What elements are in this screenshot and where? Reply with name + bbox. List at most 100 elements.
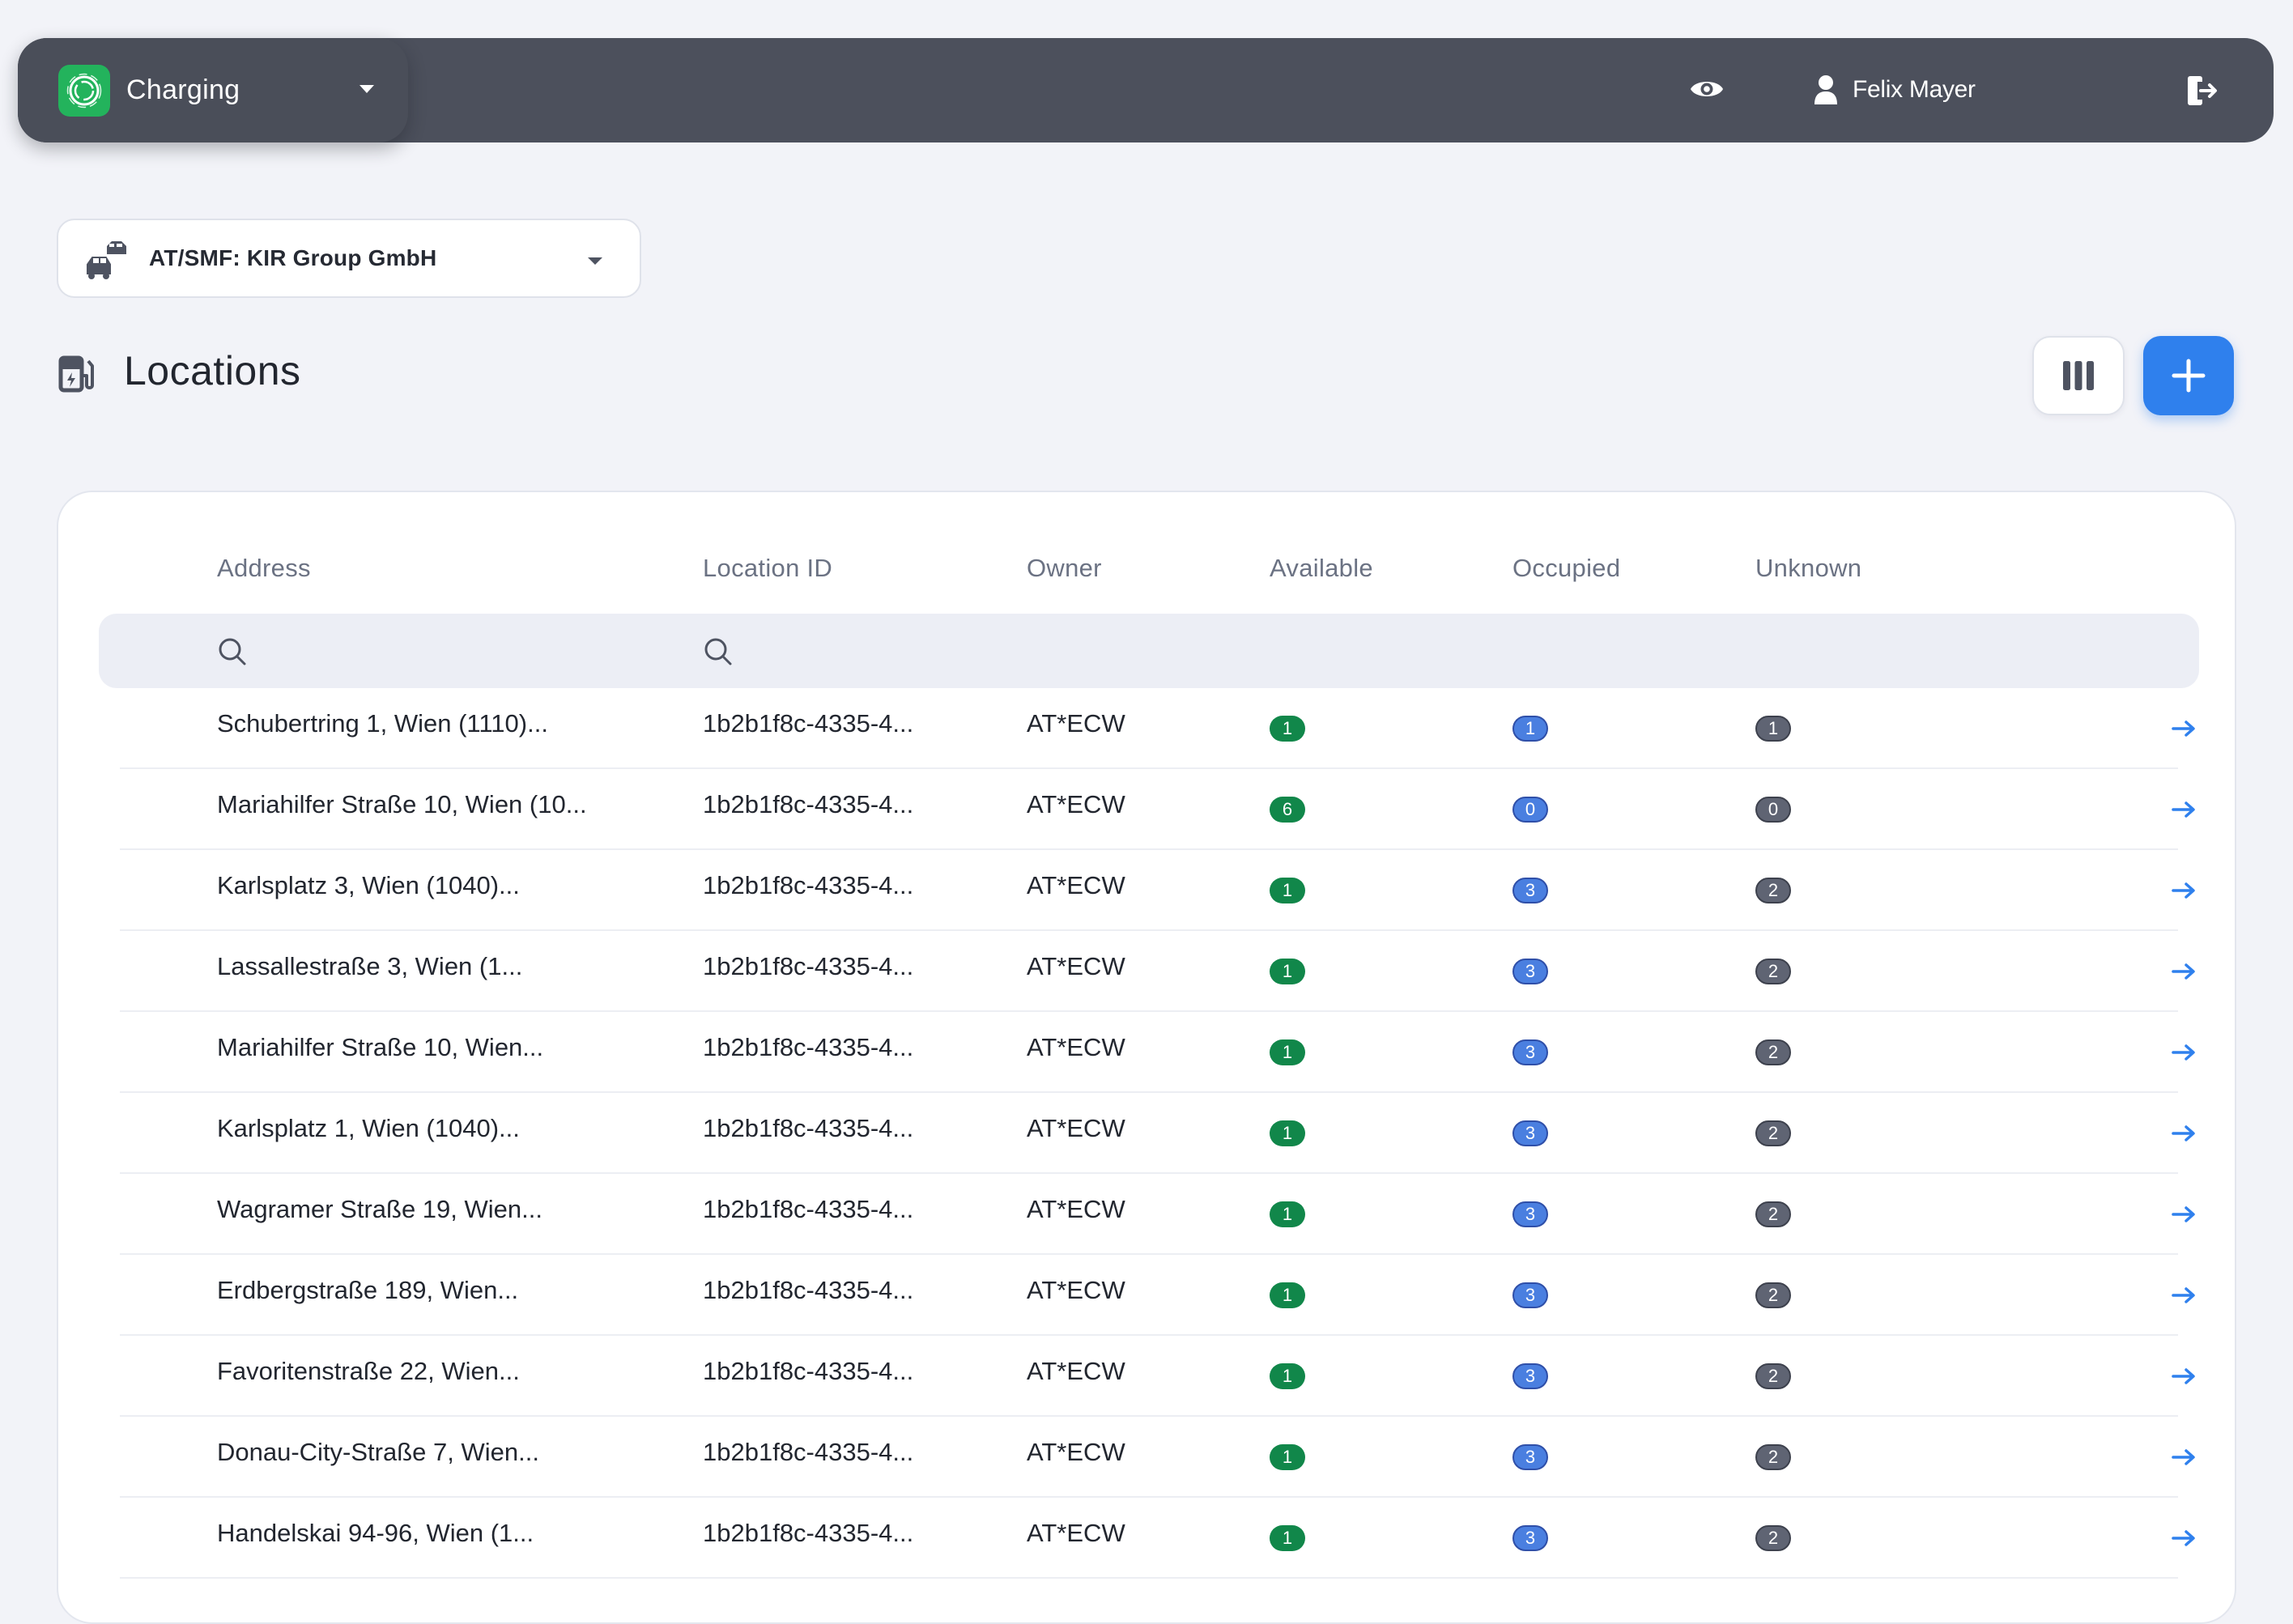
column-header-address[interactable]: Address	[217, 554, 311, 582]
plus-icon	[2172, 359, 2206, 393]
owner-cell: AT*ECW	[1027, 871, 1125, 899]
arrow-right-icon[interactable]	[2172, 800, 2197, 823]
location-id-cell: 1b2b1f8c-4335-4...	[703, 1438, 914, 1466]
unknown-badge: 2	[1755, 1120, 1791, 1146]
occupied-badge: 1	[1512, 716, 1548, 742]
table-row[interactable]: Schubertring 1, Wien (1110)... 1b2b1f8c-4…	[120, 688, 2195, 769]
add-location-button[interactable]	[2143, 336, 2234, 415]
available-badge: 1	[1270, 1525, 1305, 1551]
location-id-cell: 1b2b1f8c-4335-4...	[703, 952, 914, 980]
arrow-right-icon[interactable]	[2172, 962, 2197, 985]
address-cell: Donau-City-Straße 7, Wien...	[217, 1438, 539, 1466]
arrow-right-icon[interactable]	[2172, 719, 2197, 742]
cars-icon	[85, 241, 126, 279]
locations-table: Address Location ID Owner Available Occu…	[57, 491, 2236, 1624]
address-cell: Mariahilfer Straße 10, Wien...	[217, 1033, 544, 1061]
location-id-cell: 1b2b1f8c-4335-4...	[703, 1114, 914, 1142]
logout-icon[interactable]	[2185, 74, 2219, 108]
table-row[interactable]: Erdbergstraße 189, Wien... 1b2b1f8c-4335-…	[120, 1255, 2195, 1336]
column-header-occupied[interactable]: Occupied	[1512, 554, 1621, 582]
available-badge: 1	[1270, 1444, 1305, 1470]
occupied-badge: 0	[1512, 797, 1548, 823]
table-row[interactable]: Karlsplatz 1, Wien (1040)... 1b2b1f8c-433…	[120, 1093, 2195, 1174]
owner-cell: AT*ECW	[1027, 952, 1125, 980]
occupied-badge: 3	[1512, 1201, 1548, 1227]
filter-row	[99, 614, 2199, 688]
table-row[interactable]: Donau-City-Straße 7, Wien... 1b2b1f8c-433…	[120, 1417, 2195, 1498]
address-cell: Karlsplatz 1, Wien (1040)...	[217, 1114, 520, 1142]
search-icon[interactable]	[217, 636, 248, 667]
occupied-badge: 3	[1512, 1525, 1548, 1551]
available-badge: 1	[1270, 1120, 1305, 1146]
organization-label: AT/SMF: KIR Group GmbH	[149, 245, 437, 270]
available-badge: 6	[1270, 797, 1305, 823]
occupied-badge: 3	[1512, 959, 1548, 984]
location-id-cell: 1b2b1f8c-4335-4...	[703, 871, 914, 899]
organization-selector[interactable]: AT/SMF: KIR Group GmbH	[57, 219, 641, 298]
location-id-cell: 1b2b1f8c-4335-4...	[703, 1195, 914, 1223]
arrow-right-icon[interactable]	[2172, 1124, 2197, 1147]
owner-cell: AT*ECW	[1027, 1276, 1125, 1304]
chevron-down-icon	[359, 85, 374, 93]
owner-cell: AT*ECW	[1027, 1114, 1125, 1142]
address-cell: Mariahilfer Straße 10, Wien (10...	[217, 790, 587, 818]
location-id-cell: 1b2b1f8c-4335-4...	[703, 790, 914, 818]
occupied-badge: 3	[1512, 1282, 1548, 1308]
arrow-right-icon[interactable]	[2172, 1367, 2197, 1390]
unknown-badge: 0	[1755, 797, 1791, 823]
table-row[interactable]: Mariahilfer Straße 10, Wien (10... 1b2b1f…	[120, 769, 2195, 850]
unknown-badge: 2	[1755, 1444, 1791, 1470]
arrow-right-icon[interactable]	[2172, 1448, 2197, 1471]
table-row[interactable]: Karlsplatz 3, Wien (1040)... 1b2b1f8c-433…	[120, 850, 2195, 931]
occupied-badge: 3	[1512, 1039, 1548, 1065]
address-cell: Wagramer Straße 19, Wien...	[217, 1195, 542, 1223]
columns-icon	[2063, 361, 2094, 390]
owner-cell: AT*ECW	[1027, 1438, 1125, 1466]
available-badge: 1	[1270, 959, 1305, 984]
available-badge: 1	[1270, 1039, 1305, 1065]
occupied-badge: 3	[1512, 878, 1548, 903]
table-row[interactable]: Wagramer Straße 19, Wien... 1b2b1f8c-4335…	[120, 1174, 2195, 1255]
location-id-cell: 1b2b1f8c-4335-4...	[703, 1519, 914, 1547]
unknown-badge: 2	[1755, 959, 1791, 984]
location-id-cell: 1b2b1f8c-4335-4...	[703, 1357, 914, 1385]
arrow-right-icon[interactable]	[2172, 881, 2197, 904]
column-header-unknown[interactable]: Unknown	[1755, 554, 1862, 582]
column-header-owner[interactable]: Owner	[1027, 554, 1102, 582]
user-name: Felix Mayer	[1853, 76, 1976, 103]
available-badge: 1	[1270, 716, 1305, 742]
user-menu[interactable]: Felix Mayer	[1814, 69, 1976, 111]
address-cell: Favoritenstraße 22, Wien...	[217, 1357, 520, 1385]
available-badge: 1	[1270, 1201, 1305, 1227]
table-row[interactable]: Handelskai 94-96, Wien (1... 1b2b1f8c-433…	[120, 1498, 2195, 1579]
location-id-cell: 1b2b1f8c-4335-4...	[703, 1033, 914, 1061]
app-logo-icon	[58, 64, 110, 117]
occupied-badge: 3	[1512, 1444, 1548, 1470]
app-name: Charging	[126, 74, 240, 105]
unknown-badge: 2	[1755, 1201, 1791, 1227]
unknown-badge: 2	[1755, 1363, 1791, 1389]
table-row[interactable]: Mariahilfer Straße 10, Wien... 1b2b1f8c-4…	[120, 1012, 2195, 1093]
owner-cell: AT*ECW	[1027, 1357, 1125, 1385]
unknown-badge: 2	[1755, 1525, 1791, 1551]
top-bar: Charging Felix Mayer	[18, 38, 2274, 142]
owner-cell: AT*ECW	[1027, 1519, 1125, 1547]
owner-cell: AT*ECW	[1027, 709, 1125, 738]
address-cell: Schubertring 1, Wien (1110)...	[217, 709, 548, 738]
occupied-badge: 3	[1512, 1363, 1548, 1389]
available-badge: 1	[1270, 1282, 1305, 1308]
page-title: Locations	[124, 348, 301, 393]
table-row[interactable]: Favoritenstraße 22, Wien... 1b2b1f8c-4335…	[120, 1336, 2195, 1417]
column-settings-button[interactable]	[2032, 336, 2125, 415]
column-header-available[interactable]: Available	[1270, 554, 1373, 582]
table-row[interactable]: Lassallestraße 3, Wien (1... 1b2b1f8c-433…	[120, 931, 2195, 1012]
column-header-location-id[interactable]: Location ID	[703, 554, 833, 582]
arrow-right-icon[interactable]	[2172, 1205, 2197, 1228]
arrow-right-icon[interactable]	[2172, 1043, 2197, 1066]
eye-icon[interactable]	[1689, 75, 1725, 103]
arrow-right-icon[interactable]	[2172, 1528, 2197, 1552]
arrow-right-icon[interactable]	[2172, 1286, 2197, 1309]
app-switcher[interactable]: Charging	[18, 38, 408, 142]
search-icon[interactable]	[703, 636, 734, 667]
ev-station-icon	[58, 355, 94, 393]
